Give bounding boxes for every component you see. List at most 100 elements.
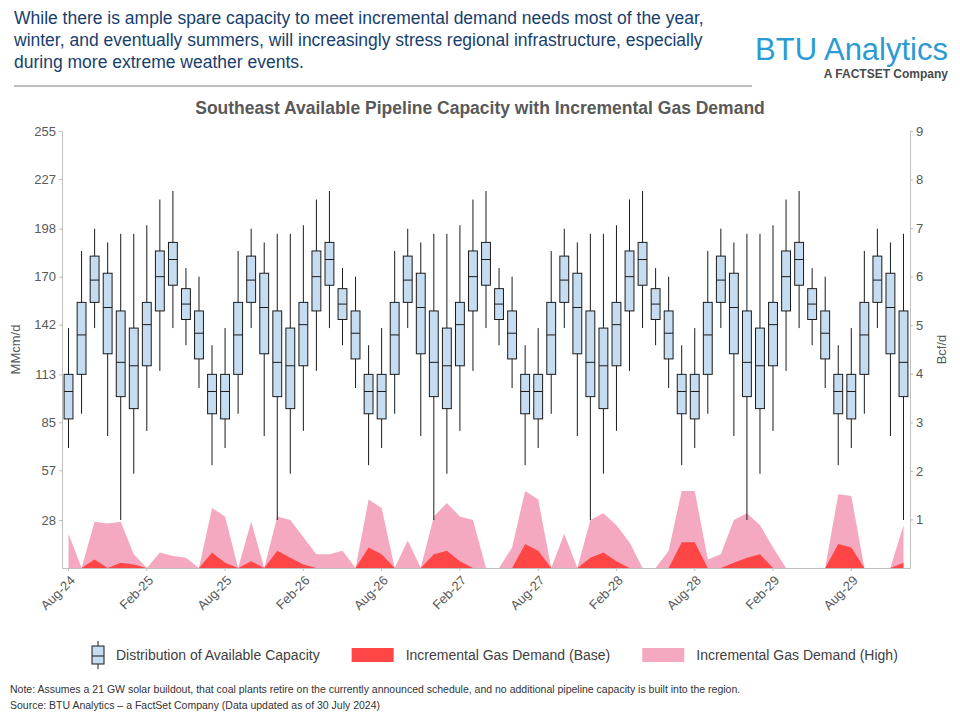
- box: [155, 200, 164, 371]
- y2-tick-mark: [910, 325, 913, 326]
- y-tick: 85: [42, 415, 62, 430]
- x-tick-label: Aug-27: [507, 573, 547, 613]
- box: [273, 234, 282, 520]
- box-body: [573, 273, 582, 354]
- y-tick-mark: [59, 131, 62, 132]
- box-body: [664, 311, 673, 359]
- box: [351, 277, 360, 388]
- box-median: [90, 280, 99, 281]
- y2-tick-mark: [910, 519, 913, 520]
- x-tick-mark: [773, 568, 774, 571]
- box-median: [495, 304, 504, 305]
- box-median: [573, 307, 582, 308]
- box: [821, 277, 830, 388]
- y2-tick-label: 8: [916, 172, 923, 187]
- box-body: [64, 374, 73, 419]
- box-median: [612, 324, 621, 325]
- box: [482, 191, 491, 328]
- x-tick-mark: [851, 568, 852, 571]
- area: [69, 491, 904, 568]
- box-body: [90, 256, 99, 302]
- y2-tick-label: 5: [916, 318, 923, 333]
- box-median: [429, 362, 438, 363]
- y-axis-line: [62, 132, 63, 569]
- box-median: [651, 304, 660, 305]
- legend-label: Incremental Gas Demand (Base): [406, 647, 611, 663]
- headline: While there is ample spare capacity to m…: [13, 8, 704, 72]
- box-body: [129, 328, 138, 409]
- box-median: [129, 365, 138, 366]
- box-body: [560, 256, 569, 302]
- box: [377, 328, 386, 448]
- box-body: [521, 374, 530, 413]
- box-body: [390, 302, 399, 374]
- box: [116, 234, 125, 520]
- box-body: [534, 374, 543, 419]
- box-body: [729, 273, 738, 354]
- box: [260, 242, 269, 436]
- x-tick: Aug-27: [507, 568, 547, 613]
- box-body: [638, 242, 647, 285]
- y2-tick: 5: [910, 318, 923, 333]
- x-tick: Aug-28: [664, 568, 704, 613]
- y-tick: 255: [34, 124, 62, 139]
- box-median: [873, 280, 882, 281]
- box-body: [155, 251, 164, 311]
- box-median: [260, 307, 269, 308]
- y-tick-label: 57: [42, 463, 56, 478]
- box-median: [860, 334, 869, 335]
- box-median: [142, 324, 151, 325]
- y2-tick: 8: [910, 172, 923, 187]
- y-tick-mark: [59, 520, 62, 521]
- box: [103, 242, 112, 436]
- box: [168, 191, 177, 328]
- y2-tick-label: 9: [916, 124, 923, 139]
- legend: Distribution of Available CapacityIncrem…: [92, 641, 898, 669]
- box-body: [299, 302, 308, 365]
- box: [795, 191, 804, 328]
- box-median: [795, 259, 804, 260]
- box-median: [534, 391, 543, 392]
- x-tick-label: Aug-29: [820, 573, 860, 613]
- box-median: [677, 391, 686, 392]
- x-tick-label: Feb-25: [116, 573, 156, 613]
- x-tick-mark: [146, 568, 147, 571]
- box-median: [221, 391, 230, 392]
- box: [442, 234, 451, 474]
- x-tick: Feb-25: [116, 568, 156, 612]
- box-body: [834, 374, 843, 413]
- box: [586, 234, 595, 520]
- box-median: [690, 391, 699, 392]
- box-median: [482, 259, 491, 260]
- y-axis-title: MMcm/d: [8, 325, 23, 375]
- x-tick: Feb-29: [743, 568, 783, 612]
- box-median: [547, 334, 556, 335]
- x-tick: Feb-27: [430, 568, 470, 612]
- box-median: [64, 391, 73, 392]
- box: [495, 268, 504, 345]
- chart-root: While there is ample spare capacity to m…: [0, 0, 960, 720]
- box-median: [599, 365, 608, 366]
- box-body: [899, 311, 908, 397]
- y-tick: 113: [35, 367, 62, 382]
- box: [286, 234, 295, 474]
- x-tick: Feb-28: [586, 568, 626, 612]
- y2-tick-label: 7: [916, 221, 923, 236]
- box: [742, 234, 751, 520]
- x-tick-label: Aug-25: [194, 573, 234, 613]
- box-body: [886, 273, 895, 354]
- legend-icon-box: [92, 646, 104, 664]
- y-tick-mark: [59, 229, 62, 230]
- y-axis: 285785113142170198227255: [34, 124, 62, 569]
- box-body: [168, 242, 177, 285]
- x-tick-mark: [225, 568, 226, 571]
- box-body: [756, 328, 765, 409]
- y-tick: 170: [34, 269, 62, 284]
- box-median: [390, 334, 399, 335]
- box: [90, 229, 99, 328]
- box: [129, 234, 138, 474]
- box-body: [612, 302, 621, 365]
- x-tick-label: Feb-27: [430, 573, 470, 613]
- y2-tick-label: 3: [916, 415, 923, 430]
- box-median: [469, 276, 478, 277]
